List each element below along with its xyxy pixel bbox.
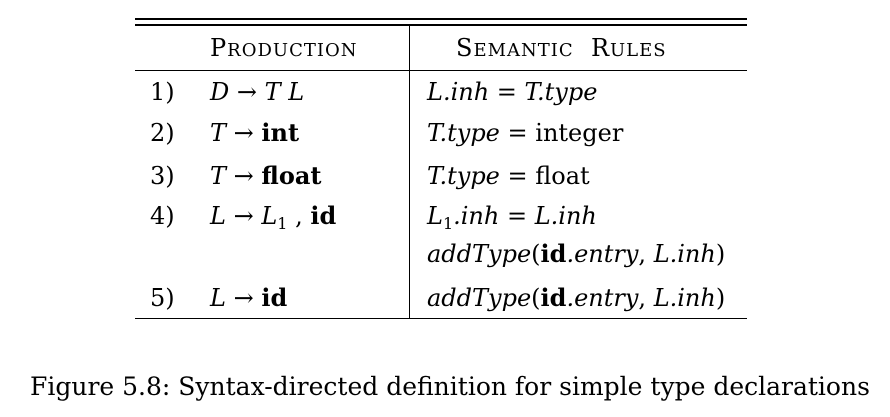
rule-lhs: T.type xyxy=(427,162,500,190)
prod-lhs: D xyxy=(210,78,230,106)
prod-rhs: id xyxy=(261,283,288,312)
production-cell: T → int xyxy=(210,118,300,147)
rule-lhs: L.inh xyxy=(427,78,490,106)
semantic-rule-cell: addType(id.entry, L.inh) xyxy=(427,239,726,268)
header-rules-rest: ules xyxy=(610,40,667,61)
rule-lhs-subscript: 1 xyxy=(442,214,454,233)
prod-comma: , xyxy=(287,202,311,230)
rule-id: id xyxy=(540,283,567,312)
prod-arrow: → xyxy=(236,78,257,106)
row-number: 2) xyxy=(150,119,175,147)
rule-comma: , xyxy=(638,284,654,312)
rule-rhs: T.type xyxy=(524,78,598,106)
prod-arrow: → xyxy=(233,284,254,312)
rule-lhs-attr: .inh xyxy=(453,202,500,230)
production-cell: T → float xyxy=(210,161,322,190)
production-cell: L → id xyxy=(210,283,288,312)
row-number: 1) xyxy=(150,78,175,106)
header-rule xyxy=(135,70,747,71)
prod-rhs: int xyxy=(261,118,300,147)
bottom-rule xyxy=(135,318,747,319)
rule-eq: = xyxy=(499,202,535,230)
rule-id: id xyxy=(540,239,567,268)
semantic-rule-cell: T.type = float xyxy=(427,164,590,188)
rule-lhs: T.type xyxy=(427,119,500,147)
rule-eq: = xyxy=(499,162,536,190)
prod-rhs: T xyxy=(264,78,281,106)
production-cell: D → T L xyxy=(210,80,304,104)
semantic-rule-cell: L1.inh = L.inh xyxy=(427,204,597,232)
header-semantic-rules: Semantic Rules xyxy=(456,34,667,62)
prod-rhs-base: L xyxy=(261,202,278,230)
header-rules-initial: R xyxy=(590,34,611,62)
row-number: 5) xyxy=(150,284,175,312)
header-production-rest: roduction xyxy=(227,40,358,61)
rule-comma: , xyxy=(638,240,654,268)
column-divider xyxy=(409,25,410,319)
rule-paren-close: ) xyxy=(715,284,726,312)
rule-entry: .entry xyxy=(566,240,639,268)
semantic-rule-cell: L.inh = T.type xyxy=(427,80,597,104)
header-production-initial: P xyxy=(210,34,228,62)
prod-arrow: → xyxy=(233,202,254,230)
rule-rhs: integer xyxy=(535,119,624,147)
semantic-rule-cell: T.type = integer xyxy=(427,121,623,145)
semantic-rule-cell: addType(id.entry, L.inh) xyxy=(427,283,726,312)
rule-eq: = xyxy=(489,78,525,106)
rule-entry: .entry xyxy=(566,284,639,312)
prod-arrow: → xyxy=(233,162,254,190)
header-production: Production xyxy=(210,34,357,62)
rule-paren-close: ) xyxy=(715,240,726,268)
rule-arg: L.inh xyxy=(653,240,716,268)
rule-fn: addType xyxy=(427,284,532,312)
prod-rhs: L xyxy=(288,78,305,106)
row-number: 3) xyxy=(150,162,175,190)
prod-lhs: T xyxy=(210,119,227,147)
header-semantic-initial: S xyxy=(456,34,474,62)
rule-fn: addType xyxy=(427,240,532,268)
figure-caption: Figure 5.8: Syntax-directed definition f… xyxy=(30,372,870,401)
rule-paren-open: ( xyxy=(531,240,541,268)
rule-rhs: float xyxy=(535,162,590,190)
rule-paren-open: ( xyxy=(531,284,541,312)
prod-arrow: → xyxy=(233,119,254,147)
prod-rhs: id xyxy=(310,201,337,230)
prod-lhs: T xyxy=(210,162,227,190)
rule-arg: L.inh xyxy=(653,284,716,312)
prod-lhs: L xyxy=(210,202,226,230)
rule-lhs-base: L xyxy=(427,202,443,230)
production-cell: L → L1 , id xyxy=(210,204,336,232)
prod-rhs: float xyxy=(261,161,322,190)
top-rule-2 xyxy=(135,24,747,26)
header-semantic-rest: emantic xyxy=(473,40,574,61)
prod-rhs-subscript: 1 xyxy=(277,214,288,233)
rule-rhs: L.inh xyxy=(534,202,597,230)
row-number: 4) xyxy=(150,202,175,230)
rule-eq: = xyxy=(499,119,536,147)
top-rule-1 xyxy=(135,18,747,20)
prod-lhs: L xyxy=(210,284,226,312)
